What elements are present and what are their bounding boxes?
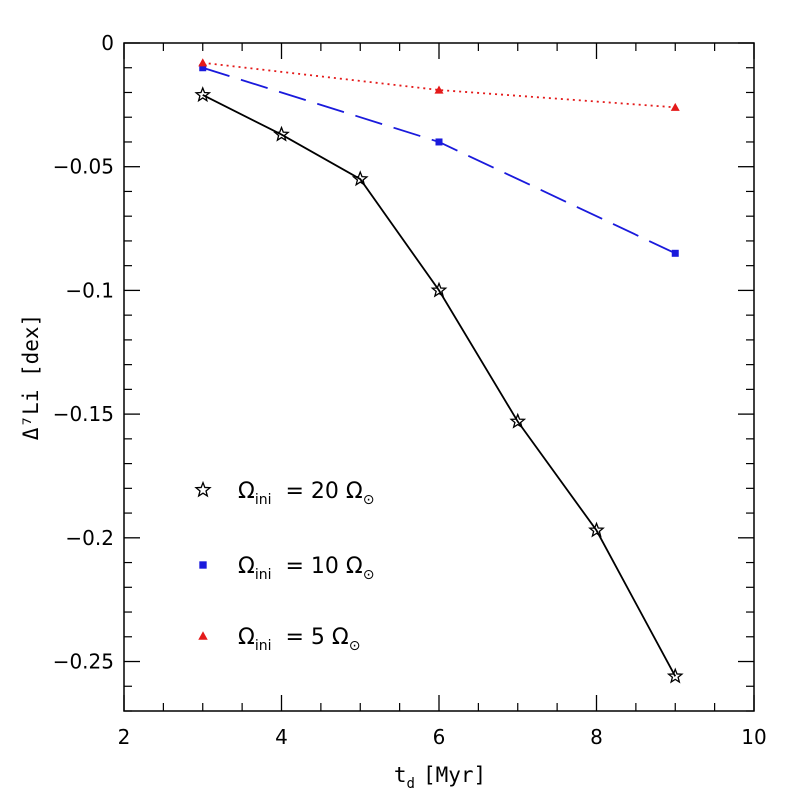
legend-marker xyxy=(198,631,208,640)
series-line xyxy=(202,61,676,109)
series-0 xyxy=(194,86,684,684)
series-2 xyxy=(198,58,680,111)
series-layer xyxy=(194,58,684,684)
data-point xyxy=(430,281,448,298)
axis-ticks xyxy=(123,42,755,712)
y-tick-label: −0.1 xyxy=(65,278,114,302)
data-point xyxy=(194,86,212,103)
x-tick-label: 4 xyxy=(275,725,288,749)
data-point xyxy=(588,521,605,538)
y-tick-label: −0.15 xyxy=(53,402,114,426)
data-point xyxy=(670,102,680,111)
data-point xyxy=(509,412,527,429)
legend-marker xyxy=(194,480,212,498)
series-line xyxy=(202,66,676,255)
y-tick-label: −0.25 xyxy=(53,650,114,674)
series-1 xyxy=(199,64,679,257)
legend-marker xyxy=(199,561,207,569)
legend-label: Ωini = 20 Ω⊙ xyxy=(238,479,374,508)
x-tick-label: 2 xyxy=(118,725,131,749)
legend: Ωini = 20 Ω⊙ Ωini = 10 Ω⊙ Ωini = 5 Ω⊙ xyxy=(194,479,374,654)
y-axis-title: Δ⁷Li [dex] xyxy=(19,314,43,440)
legend-label: Ωini = 10 Ω⊙ xyxy=(238,554,374,583)
x-axis-title: td [Myr] xyxy=(394,763,486,792)
data-point xyxy=(198,58,208,67)
tick-labels: 2 4 6 8 10 0 −0.05 −0.1 −0.15 −0.2 −0.25 xyxy=(53,31,767,749)
data-point xyxy=(671,249,679,257)
x-tick-label: 6 xyxy=(433,725,446,749)
y-tick-label: −0.05 xyxy=(53,155,114,179)
y-tick-label: −0.2 xyxy=(65,526,114,550)
data-point xyxy=(351,170,369,187)
y-tick-label: 0 xyxy=(101,31,114,55)
series-line xyxy=(202,94,677,677)
data-point xyxy=(666,667,684,684)
data-point xyxy=(199,64,207,72)
x-tick-label: 10 xyxy=(741,725,766,749)
data-point xyxy=(434,85,444,94)
data-point xyxy=(273,125,290,142)
data-point xyxy=(435,138,443,146)
legend-label: Ωini = 5 Ω⊙ xyxy=(238,625,360,654)
x-tick-label: 8 xyxy=(590,725,603,749)
